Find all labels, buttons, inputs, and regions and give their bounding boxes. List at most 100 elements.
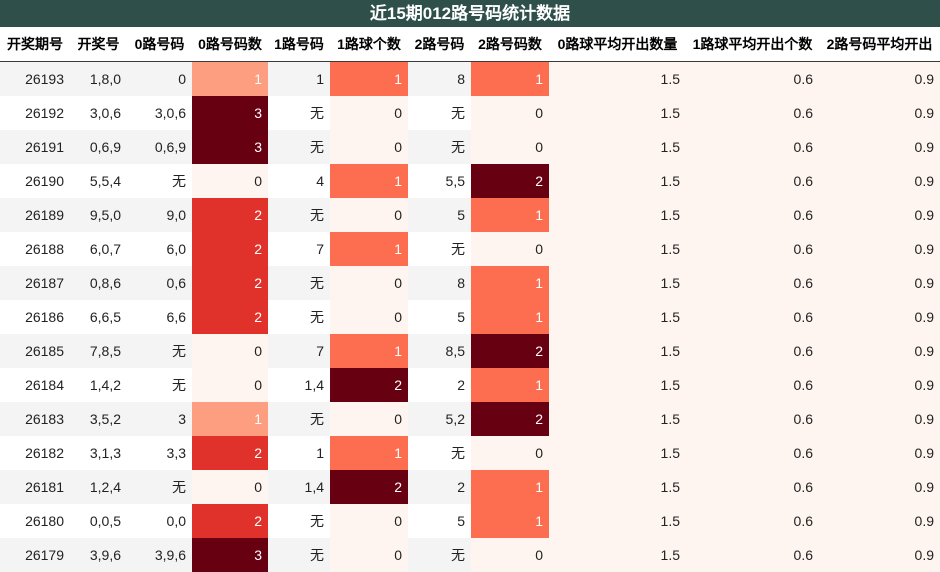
column-header: 1路球平均开出个数 — [686, 27, 819, 62]
table-cell: 0.9 — [819, 198, 940, 232]
table-cell: 26182 — [0, 436, 70, 470]
table-cell: 26188 — [0, 232, 70, 266]
column-header: 0路号码 — [127, 27, 192, 62]
table-cell: 0.9 — [819, 334, 940, 368]
table-cell: 7 — [268, 232, 330, 266]
table-cell: 无 — [268, 198, 330, 232]
table-cell: 1 — [471, 504, 549, 538]
table-cell: 2 — [192, 266, 268, 300]
table-cell: 0.6 — [686, 300, 819, 334]
table-cell: 0 — [192, 470, 268, 504]
table-cell: 1 — [192, 62, 268, 97]
table-cell: 0.9 — [819, 368, 940, 402]
table-cell: 无 — [268, 300, 330, 334]
table-cell: 0.6 — [686, 334, 819, 368]
table-cell: 1.5 — [549, 538, 686, 572]
table-cell: 0,6,9 — [127, 130, 192, 164]
table-cell: 0.9 — [819, 402, 940, 436]
table-cell: 2 — [192, 232, 268, 266]
table-cell: 7 — [268, 334, 330, 368]
table-cell: 1.5 — [549, 266, 686, 300]
column-header: 开奖号 — [70, 27, 127, 62]
table-cell: 0 — [330, 266, 408, 300]
table-cell: 8,5 — [408, 334, 471, 368]
table-cell: 26190 — [0, 164, 70, 198]
table-cell: 2 — [330, 368, 408, 402]
table-cell: 9,0 — [127, 198, 192, 232]
table-cell: 0 — [471, 96, 549, 130]
table-cell: 1,8,0 — [70, 62, 127, 97]
table-cell: 1 — [268, 62, 330, 97]
table-cell: 8 — [408, 266, 471, 300]
table-cell: 0.6 — [686, 538, 819, 572]
table-cell: 2 — [408, 470, 471, 504]
table-cell: 0.9 — [819, 436, 940, 470]
table-cell: 3,9,6 — [70, 538, 127, 572]
table-cell: 1.5 — [549, 436, 686, 470]
table-cell: 0 — [330, 300, 408, 334]
table-cell: 0.6 — [686, 232, 819, 266]
column-header: 2路号码平均开出 — [819, 27, 940, 62]
table-cell: 1 — [471, 368, 549, 402]
table-cell: 0.9 — [819, 164, 940, 198]
table-cell: 2 — [471, 164, 549, 198]
table-cell: 无 — [127, 470, 192, 504]
table-cell: 1.5 — [549, 62, 686, 97]
table-cell: 3 — [192, 130, 268, 164]
table-cell: 0.9 — [819, 266, 940, 300]
table-cell: 1.5 — [549, 334, 686, 368]
table-cell: 1.5 — [549, 232, 686, 266]
table-cell: 6,0 — [127, 232, 192, 266]
table-cell: 1,2,4 — [70, 470, 127, 504]
table-cell: 0,6 — [127, 266, 192, 300]
table-cell: 5 — [408, 300, 471, 334]
table-cell: 0,0 — [127, 504, 192, 538]
table-cell: 4 — [268, 164, 330, 198]
table-cell: 0.6 — [686, 504, 819, 538]
table-cell: 0 — [471, 130, 549, 164]
table-cell: 5,5,4 — [70, 164, 127, 198]
table-cell: 1 — [471, 470, 549, 504]
table-cell: 26191 — [0, 130, 70, 164]
table-cell: 2 — [192, 436, 268, 470]
table-cell: 1 — [330, 62, 408, 97]
table-cell: 无 — [408, 538, 471, 572]
table-cell: 0,0,5 — [70, 504, 127, 538]
table-cell: 1,4 — [268, 368, 330, 402]
table-cell: 1 — [330, 232, 408, 266]
column-header: 2路号码数 — [471, 27, 549, 62]
table-cell: 0.9 — [819, 470, 940, 504]
column-header: 0路号码数 — [192, 27, 268, 62]
table-cell: 无 — [268, 504, 330, 538]
table-cell: 1.5 — [549, 470, 686, 504]
table-cell: 0 — [330, 504, 408, 538]
table-cell: 3,0,6 — [70, 96, 127, 130]
table-cell: 0.9 — [819, 232, 940, 266]
table-cell: 无 — [268, 130, 330, 164]
table-cell: 1 — [471, 266, 549, 300]
column-header: 1路球个数 — [330, 27, 408, 62]
column-header: 0路球平均开出数量 — [549, 27, 686, 62]
column-header: 开奖期号 — [0, 27, 70, 62]
table-cell: 0 — [192, 164, 268, 198]
table-cell: 3 — [192, 96, 268, 130]
table-cell: 1 — [471, 300, 549, 334]
table-cell: 3 — [192, 538, 268, 572]
table-cell: 0.6 — [686, 402, 819, 436]
column-header: 2路号码 — [408, 27, 471, 62]
table-cell: 2 — [408, 368, 471, 402]
table-cell: 1.5 — [549, 96, 686, 130]
table-cell: 3 — [127, 402, 192, 436]
table-cell: 26183 — [0, 402, 70, 436]
table-cell: 0 — [471, 538, 549, 572]
